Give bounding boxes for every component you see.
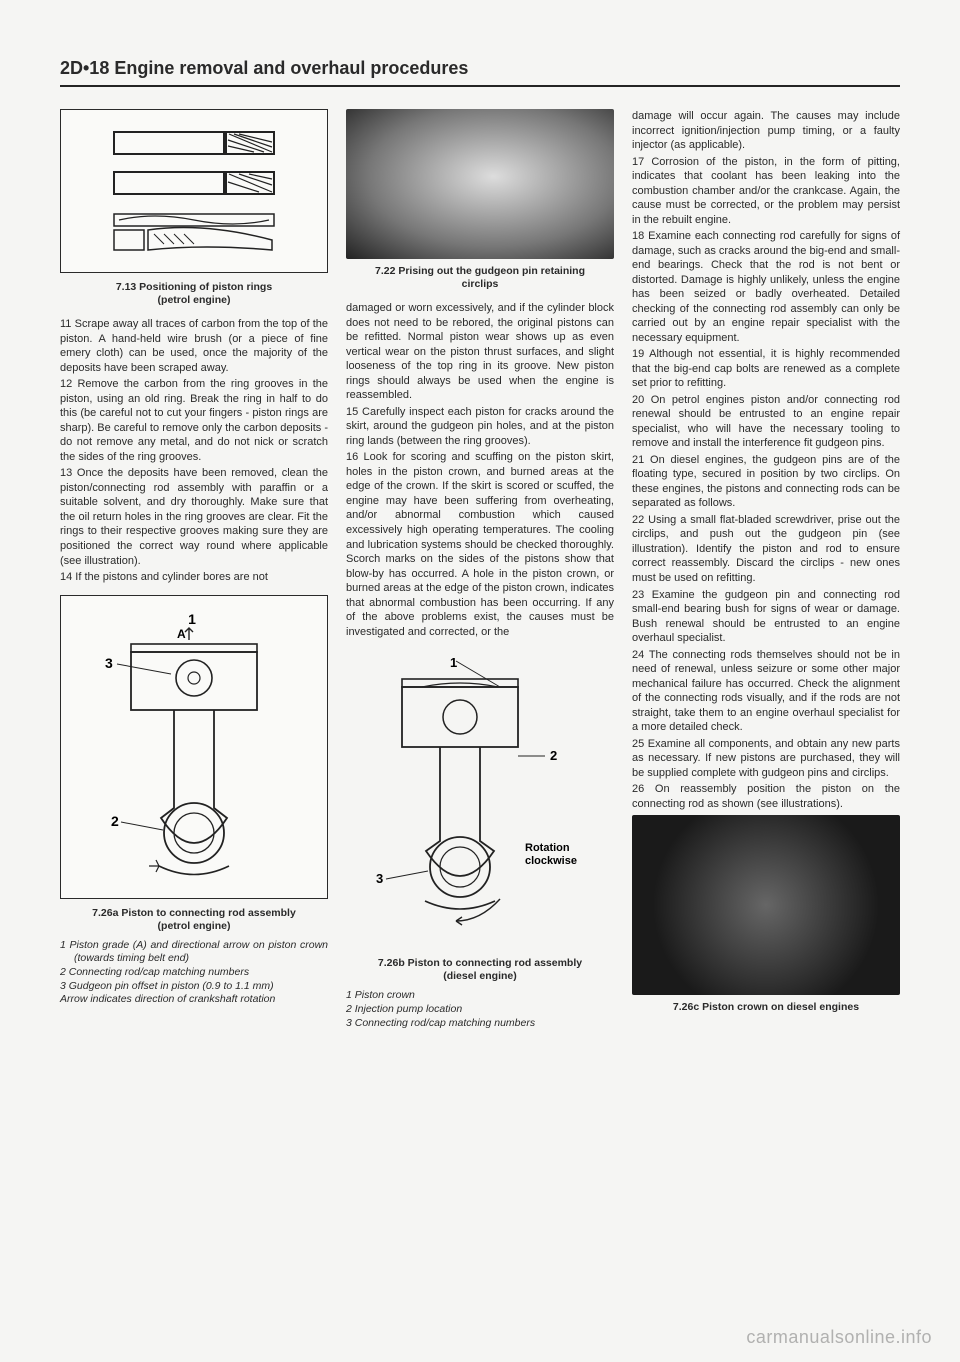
three-column-layout: 7.13 Positioning of piston rings (petrol…: [60, 109, 900, 1030]
page-header: 2D•18 Engine removal and overhaul proced…: [60, 58, 900, 87]
paragraph-12: 12 Remove the carbon from the ring groov…: [60, 377, 328, 464]
paragraph-col2-a: damaged or worn excessively, and if the …: [346, 301, 614, 403]
paragraph-15: 15 Carefully inspect each piston for cra…: [346, 405, 614, 449]
paragraph-19: 19 Although not essential, it is highly …: [632, 347, 900, 391]
paragraph-11: 11 Scrape away all traces of carbon from…: [60, 317, 328, 375]
paragraph-23: 23 Examine the gudgeon pin and connectin…: [632, 588, 900, 646]
legend-726a-tail: Arrow indicates direction of crankshaft …: [60, 993, 328, 1007]
column-1: 7.13 Positioning of piston rings (petrol…: [60, 109, 328, 1030]
piston-connecting-rod-petrol-icon: 1 A 3 2: [89, 608, 299, 888]
legend-726b-3: 3 Connecting rod/cap matching numbers: [346, 1017, 614, 1031]
figure-7-26a-caption: 7.26a Piston to connecting rod assembly …: [60, 907, 328, 933]
svg-text:3: 3: [376, 871, 383, 886]
paragraph-col3-b: damage will occur again. The causes may …: [632, 109, 900, 153]
legend-726b-1: 1 Piston crown: [346, 989, 614, 1003]
column-3: damage will occur again. The causes may …: [632, 109, 900, 1030]
paragraph-18: 18 Examine each connecting rod carefully…: [632, 229, 900, 345]
paragraph-25: 25 Examine all components, and obtain an…: [632, 737, 900, 781]
svg-text:A: A: [177, 627, 186, 641]
svg-text:Rotation: Rotation: [525, 842, 570, 854]
legend-726a-3: 3 Gudgeon pin offset in piston (0.9 to 1…: [60, 980, 328, 994]
figure-7-13-caption: 7.13 Positioning of piston rings (petrol…: [60, 281, 328, 307]
paragraph-16: 16 Look for scoring and scuffing on the …: [346, 450, 614, 639]
figure-7-22: [346, 109, 614, 259]
piston-crown-photo-icon: [632, 815, 900, 995]
figure-7-26b: 1 2 3 Rotation clockwise: [346, 651, 614, 951]
svg-text:clockwise: clockwise: [525, 855, 577, 867]
legend-726b-2: 2 Injection pump location: [346, 1003, 614, 1017]
figure-7-26a-legend: 1 Piston grade (A) and directional arrow…: [60, 939, 328, 1007]
figure-7-22-caption: 7.22 Prising out the gudgeon pin retaini…: [346, 265, 614, 291]
svg-text:1: 1: [188, 611, 196, 627]
paragraph-13: 13 Once the deposits have been removed, …: [60, 466, 328, 568]
svg-text:3: 3: [105, 655, 113, 671]
gudgeon-pin-photo-icon: [346, 109, 614, 259]
figure-7-13: [60, 109, 328, 273]
column-2: 7.22 Prising out the gudgeon pin retaini…: [346, 109, 614, 1030]
paragraph-22: 22 Using a small flat-bladed screwdriver…: [632, 513, 900, 586]
legend-726a-1: 1 Piston grade (A) and directional arrow…: [60, 939, 328, 966]
paragraph-17: 17 Corrosion of the piston, in the form …: [632, 155, 900, 228]
piston-ring-diagram-icon: [104, 122, 284, 262]
svg-text:2: 2: [111, 813, 119, 829]
figure-7-26b-legend: 1 Piston crown 2 Injection pump location…: [346, 989, 614, 1030]
paragraph-26: 26 On reassembly position the piston on …: [632, 782, 900, 811]
paragraph-21: 21 On diesel engines, the gudgeon pins a…: [632, 453, 900, 511]
svg-text:1: 1: [450, 655, 457, 670]
paragraph-14: 14 If the pistons and cylinder bores are…: [60, 570, 328, 585]
figure-7-26c: [632, 815, 900, 995]
piston-connecting-rod-diesel-icon: 1 2 3 Rotation clockwise: [350, 651, 610, 951]
paragraph-24: 24 The connecting rods themselves should…: [632, 648, 900, 735]
figure-7-26a: 1 A 3 2: [60, 595, 328, 899]
paragraph-20: 20 On petrol engines piston and/or conne…: [632, 393, 900, 451]
watermark-text: carmanualsonline.info: [746, 1327, 932, 1348]
svg-text:2: 2: [550, 748, 557, 763]
figure-7-26b-caption: 7.26b Piston to connecting rod assembly …: [346, 957, 614, 983]
legend-726a-2: 2 Connecting rod/cap matching numbers: [60, 966, 328, 980]
figure-7-26c-caption: 7.26c Piston crown on diesel engines: [632, 1001, 900, 1014]
